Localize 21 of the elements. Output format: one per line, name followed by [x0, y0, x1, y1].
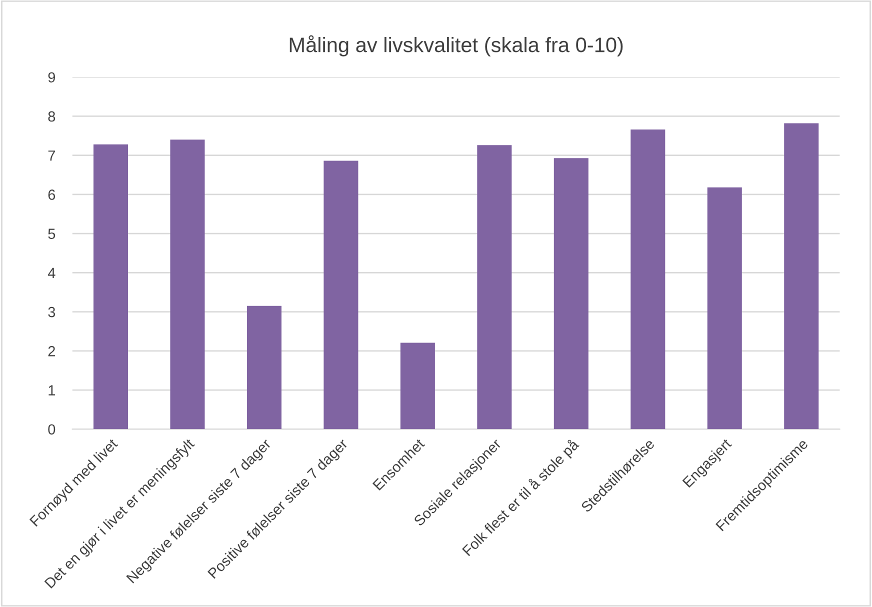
bar	[93, 144, 128, 430]
y-tick-label: 2	[48, 346, 55, 356]
bar	[554, 158, 588, 430]
bar	[477, 145, 512, 430]
y-tick-label: 9	[48, 72, 56, 83]
bar	[400, 342, 435, 430]
bar	[246, 306, 282, 430]
chart-title: Måling av livskvalitet (skala fra 0-10)	[290, 35, 623, 56]
y-tick-label: 7	[48, 150, 55, 161]
y-tick-label: 3	[48, 306, 56, 318]
bar	[630, 130, 666, 430]
y-tick-label: 4	[48, 268, 56, 278]
y-tick-label: 1	[48, 385, 55, 396]
bar	[170, 140, 205, 430]
bar	[324, 160, 358, 430]
bar	[784, 123, 819, 430]
y-tick-label: 6	[48, 190, 56, 200]
bar	[707, 187, 742, 430]
y-tick-label: 0	[48, 424, 56, 435]
y-tick-label: 5	[48, 228, 56, 239]
y-tick-label: 8	[48, 111, 56, 122]
